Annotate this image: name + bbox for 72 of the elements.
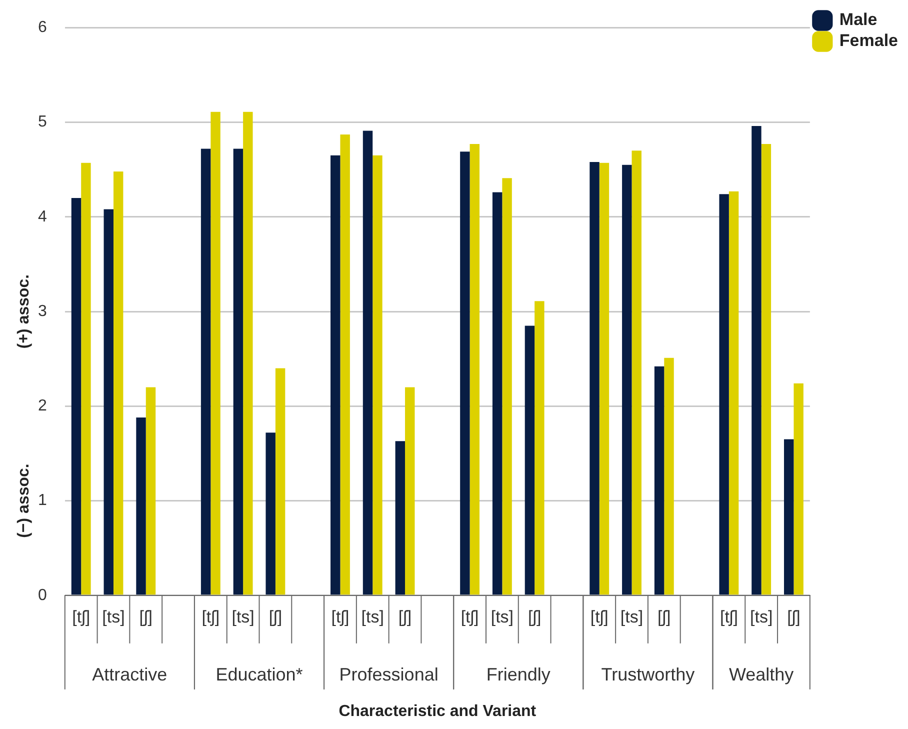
bar bbox=[492, 192, 502, 595]
bar bbox=[524, 326, 535, 595]
bar bbox=[340, 134, 350, 595]
bar bbox=[794, 383, 804, 595]
x-tick-label: [ʃ] bbox=[658, 607, 671, 626]
bar bbox=[502, 178, 512, 595]
text: Wealthy bbox=[728, 664, 794, 684]
text: Attractive bbox=[92, 664, 168, 684]
bar bbox=[460, 152, 470, 595]
bar bbox=[534, 301, 544, 595]
x-tick-label: [ts] bbox=[232, 607, 254, 626]
bar bbox=[136, 417, 146, 595]
x-tick-label: [tʃ] bbox=[720, 607, 738, 626]
x-tick-label: [tʃ] bbox=[331, 607, 350, 626]
bar bbox=[664, 358, 674, 595]
bar bbox=[81, 162, 91, 595]
bar bbox=[632, 150, 642, 595]
bar bbox=[761, 144, 772, 595]
x-tick-label: [ʃ] bbox=[787, 607, 800, 626]
bar bbox=[590, 162, 600, 595]
bar bbox=[275, 368, 286, 595]
bar bbox=[372, 155, 382, 595]
text: Trustworthy bbox=[601, 664, 695, 684]
bar bbox=[146, 387, 156, 595]
bar bbox=[210, 112, 220, 595]
x-tick-label: [ts] bbox=[361, 607, 384, 626]
y-tick-label: 3 bbox=[38, 302, 47, 320]
x-tick-label: [ʃ] bbox=[398, 607, 412, 626]
x-axis-title: Characteristic and Variant bbox=[338, 702, 537, 720]
x-tick-label: [tʃ] bbox=[72, 607, 90, 626]
bar bbox=[233, 148, 244, 595]
bar bbox=[330, 155, 340, 595]
x-tick-label: [ʃ] bbox=[139, 607, 152, 626]
bar bbox=[200, 148, 211, 595]
y-tick-label: 2 bbox=[38, 398, 47, 415]
bar bbox=[654, 366, 664, 595]
bar bbox=[752, 126, 762, 595]
text: Professional bbox=[339, 664, 438, 684]
bar bbox=[470, 144, 480, 595]
legend-label: Male bbox=[839, 10, 878, 30]
bar bbox=[622, 164, 632, 595]
y-tick-label: 1 bbox=[38, 492, 47, 510]
x-tick-label: [ts] bbox=[620, 607, 644, 626]
bar bbox=[71, 198, 82, 595]
y-axis-title: (+) assoc. bbox=[15, 274, 32, 349]
bar bbox=[266, 432, 276, 595]
text: Friendly bbox=[486, 664, 550, 684]
legend-label: Female bbox=[839, 31, 898, 50]
x-tick-label: [ts] bbox=[750, 607, 773, 626]
x-tick-label: [tʃ] bbox=[202, 607, 220, 626]
bar bbox=[599, 162, 610, 595]
y-tick-label: 5 bbox=[38, 114, 47, 131]
bar bbox=[104, 209, 114, 595]
bar bbox=[405, 387, 415, 595]
x-tick-label: [ʃ] bbox=[528, 607, 542, 626]
text: (−) assoc. bbox=[15, 464, 32, 538]
bar bbox=[395, 441, 406, 595]
y-tick-label: 6 bbox=[38, 19, 47, 36]
bar bbox=[362, 130, 373, 595]
x-tick-label: [ʃ] bbox=[268, 607, 282, 626]
text: Education* bbox=[216, 664, 303, 684]
x-tick-label: [tʃ] bbox=[590, 607, 608, 626]
bar bbox=[784, 439, 794, 595]
y-tick-label: 0 bbox=[38, 586, 47, 604]
x-tick-label: [ts] bbox=[102, 607, 125, 626]
bar bbox=[113, 171, 124, 595]
bar bbox=[728, 191, 739, 595]
bar bbox=[243, 112, 253, 595]
x-tick-label: [tʃ] bbox=[460, 607, 479, 626]
y-tick-label: 4 bbox=[38, 208, 47, 226]
x-tick-label: [ts] bbox=[490, 607, 514, 626]
bar bbox=[719, 194, 729, 595]
